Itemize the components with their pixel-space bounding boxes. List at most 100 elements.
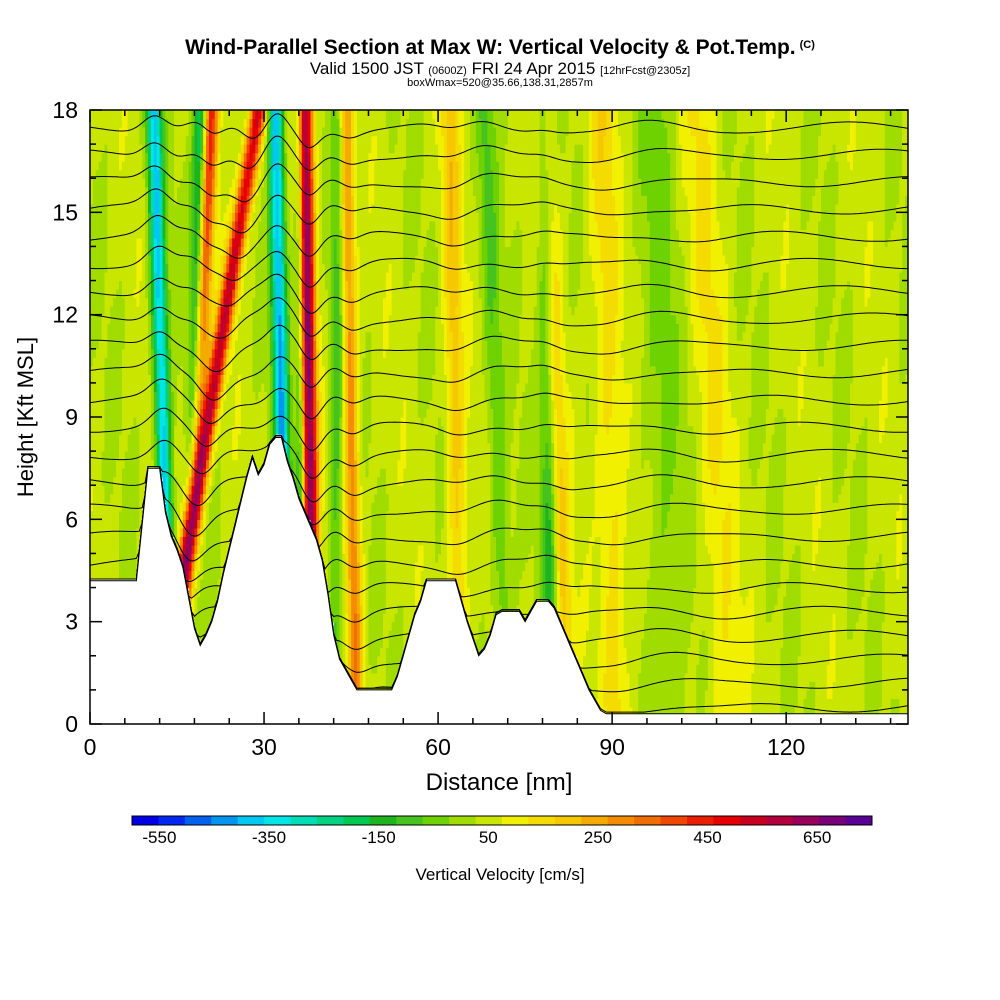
velocity-cell bbox=[107, 306, 111, 316]
velocity-cell bbox=[101, 237, 106, 248]
velocity-cell bbox=[113, 135, 117, 145]
velocity-cell bbox=[162, 212, 167, 222]
velocity-cell bbox=[127, 434, 132, 444]
velocity-cell bbox=[156, 314, 161, 324]
velocity-cell bbox=[168, 434, 172, 444]
velocity-cell bbox=[159, 203, 164, 213]
velocity-cell bbox=[110, 527, 114, 537]
velocity-cell bbox=[116, 110, 120, 120]
velocity-cell bbox=[136, 297, 140, 307]
velocity-cell bbox=[130, 203, 135, 213]
velocity-cell bbox=[156, 331, 161, 341]
velocity-cell bbox=[130, 169, 135, 179]
velocity-cell bbox=[148, 442, 152, 452]
velocity-cell bbox=[90, 297, 94, 307]
velocity-cell bbox=[119, 237, 123, 248]
velocity-cell bbox=[139, 280, 143, 290]
velocity-cell bbox=[165, 272, 169, 282]
velocity-cell bbox=[142, 127, 146, 137]
velocity-cell bbox=[121, 570, 126, 580]
velocity-cell bbox=[116, 382, 120, 393]
velocity-cell bbox=[148, 451, 152, 461]
velocity-cell bbox=[162, 331, 167, 341]
velocity-cell bbox=[121, 110, 126, 120]
velocity-cell bbox=[174, 434, 178, 444]
velocity-cell bbox=[127, 331, 132, 341]
velocity-cell bbox=[171, 442, 175, 452]
velocity-cell bbox=[127, 178, 132, 188]
velocity-cell bbox=[104, 289, 108, 299]
velocity-cell bbox=[130, 186, 135, 196]
velocity-cell bbox=[104, 203, 108, 213]
velocity-cell bbox=[165, 135, 169, 145]
velocity-cell bbox=[121, 203, 126, 213]
velocity-cell bbox=[171, 314, 175, 324]
velocity-cell bbox=[101, 519, 106, 529]
velocity-cell bbox=[98, 169, 103, 179]
velocity-cell bbox=[139, 485, 143, 495]
velocity-cell bbox=[171, 348, 175, 358]
velocity-cell bbox=[107, 544, 111, 555]
velocity-cell bbox=[98, 331, 103, 341]
velocity-cell bbox=[116, 323, 120, 333]
velocity-cell bbox=[90, 468, 94, 478]
velocity-cell bbox=[130, 340, 135, 350]
velocity-cell bbox=[110, 178, 114, 188]
velocity-cell bbox=[101, 408, 106, 418]
velocity-cell bbox=[113, 127, 117, 137]
velocity-cell bbox=[168, 468, 172, 478]
velocity-cell bbox=[171, 220, 175, 230]
velocity-cell bbox=[107, 527, 111, 537]
velocity-cell bbox=[116, 527, 120, 537]
velocity-cell bbox=[124, 289, 129, 299]
velocity-cell bbox=[162, 152, 167, 162]
velocity-cell bbox=[107, 118, 111, 128]
velocity-cell bbox=[171, 297, 175, 307]
velocity-cell bbox=[145, 357, 149, 367]
velocity-cell bbox=[127, 382, 132, 393]
velocity-cell bbox=[159, 306, 164, 316]
velocity-cell bbox=[119, 536, 123, 546]
velocity-cell bbox=[148, 297, 152, 307]
velocity-cell bbox=[124, 314, 129, 324]
velocity-cell bbox=[165, 127, 169, 137]
velocity-cell bbox=[90, 323, 94, 333]
velocity-cell bbox=[145, 314, 149, 324]
velocity-cell bbox=[148, 203, 152, 213]
velocity-cell bbox=[127, 417, 132, 427]
velocity-cell bbox=[127, 152, 132, 162]
velocity-cell bbox=[133, 519, 138, 529]
velocity-cell bbox=[136, 340, 140, 350]
velocity-cell bbox=[156, 451, 161, 461]
velocity-cell bbox=[165, 510, 169, 520]
velocity-cell bbox=[119, 195, 123, 205]
velocity-cell bbox=[145, 382, 149, 393]
velocity-cell bbox=[153, 178, 158, 188]
velocity-cell bbox=[168, 272, 172, 282]
velocity-cell bbox=[95, 237, 100, 248]
velocity-cell bbox=[113, 246, 117, 256]
velocity-cell bbox=[174, 323, 178, 333]
velocity-cell bbox=[153, 212, 158, 222]
velocity-cell bbox=[162, 357, 167, 367]
velocity-cell bbox=[130, 348, 135, 358]
velocity-cell bbox=[156, 195, 161, 205]
velocity-cell bbox=[130, 544, 135, 555]
velocity-cell bbox=[142, 451, 146, 461]
velocity-cell bbox=[174, 519, 178, 529]
velocity-cell bbox=[121, 297, 126, 307]
velocity-cell bbox=[168, 502, 172, 512]
velocity-cell bbox=[92, 476, 97, 486]
velocity-cell bbox=[116, 348, 120, 358]
velocity-cell bbox=[142, 195, 146, 205]
velocity-cell bbox=[148, 280, 152, 290]
velocity-cell bbox=[121, 434, 126, 444]
velocity-cell bbox=[127, 570, 132, 580]
velocity-cell bbox=[165, 229, 169, 239]
velocity-cell bbox=[124, 135, 129, 145]
velocity-cell bbox=[92, 272, 97, 282]
velocity-cell bbox=[104, 314, 108, 324]
velocity-cell bbox=[150, 263, 155, 273]
velocity-cell bbox=[116, 553, 120, 563]
velocity-cell bbox=[165, 118, 169, 128]
